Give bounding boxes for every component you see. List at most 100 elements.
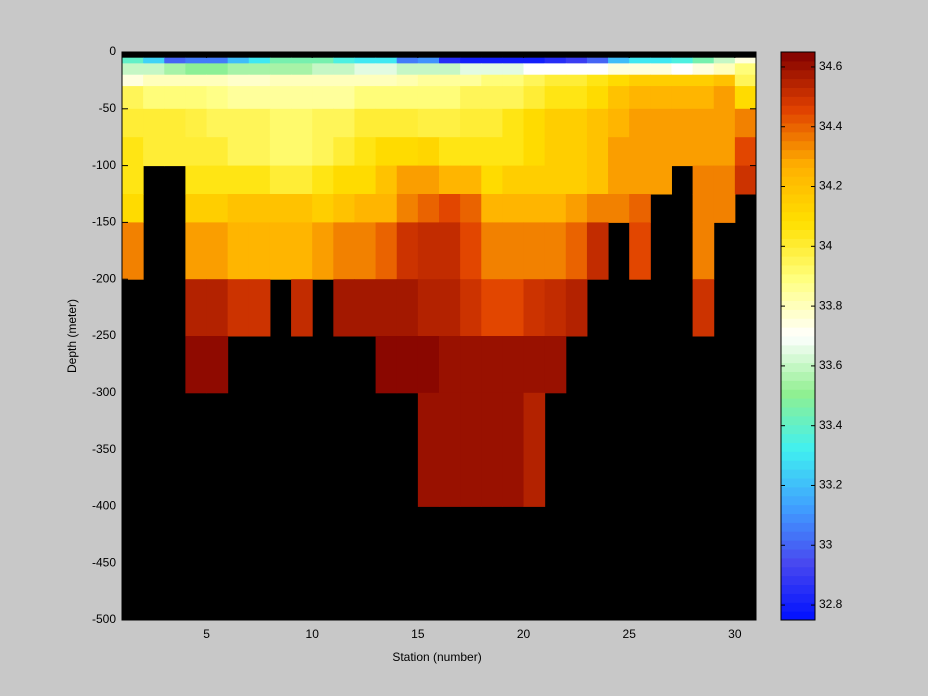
heat-cell — [248, 74, 271, 87]
heat-cell — [439, 108, 461, 138]
colorbar-step — [781, 478, 815, 488]
heat-cell — [354, 279, 377, 337]
colorbar-step — [781, 424, 815, 435]
heat-cell — [333, 222, 355, 280]
colorbar-tick-label: 33.4 — [819, 418, 843, 432]
heat-cell — [565, 74, 588, 87]
x-tick-label: 15 — [411, 627, 425, 641]
heat-cell — [523, 194, 546, 223]
heat-cell — [269, 222, 292, 280]
heat-cell — [671, 57, 694, 64]
heat-cell — [713, 194, 736, 223]
heat-cell — [375, 336, 398, 394]
heat-cell — [692, 63, 715, 76]
heat-cell — [269, 108, 292, 138]
heat-cell — [586, 63, 609, 76]
heat-cell — [164, 86, 186, 110]
heat-cell — [460, 74, 482, 87]
heat-cell — [185, 108, 208, 138]
heat-cell — [439, 392, 461, 507]
colorbar-step — [781, 407, 815, 417]
heat-cell — [206, 222, 229, 280]
heat-cell — [291, 222, 313, 280]
heat-cell — [565, 222, 588, 280]
heat-cell — [713, 165, 736, 195]
heat-cell — [333, 63, 355, 76]
heat-cell — [608, 137, 630, 167]
heat-cell — [333, 137, 355, 167]
heat-cell — [481, 336, 503, 394]
heat-cell — [713, 137, 736, 167]
colorbar-step — [781, 433, 815, 443]
heat-cell — [565, 63, 588, 76]
colorbar-tick-label: 34 — [819, 238, 833, 252]
colorbar-step — [781, 69, 815, 80]
heat-cell — [122, 194, 144, 223]
heat-cell — [650, 86, 672, 110]
colorbar-step — [781, 362, 815, 372]
heat-cell — [734, 165, 757, 195]
x-tick-label: 10 — [306, 627, 320, 641]
y-tick-label: -350 — [92, 442, 116, 456]
heat-cell — [333, 279, 355, 337]
heat-cell — [248, 57, 271, 64]
heat-cell — [460, 392, 482, 507]
heat-cell — [291, 57, 313, 64]
colorbar-step — [781, 327, 815, 337]
heat-cell — [269, 194, 292, 223]
heat-cell — [248, 108, 271, 138]
colorbar-tick-label: 33 — [819, 537, 833, 551]
heat-cell — [608, 74, 630, 87]
y-tick-label: -450 — [92, 555, 116, 569]
heat-cell — [333, 74, 355, 87]
x-tick-label: 20 — [517, 627, 531, 641]
heat-cell — [206, 63, 229, 76]
heat-cell — [248, 137, 271, 167]
heat-cell — [502, 137, 525, 167]
heat-cell — [354, 86, 377, 110]
colorbar-step — [781, 318, 815, 328]
heat-cell — [122, 222, 144, 280]
heat-cell — [185, 74, 208, 87]
heat-cell — [544, 108, 567, 138]
colorbar-step — [781, 247, 815, 257]
heat-cell — [586, 86, 609, 110]
heat-cell — [312, 222, 334, 280]
heat-cell — [460, 336, 482, 394]
heat-cell — [143, 74, 165, 87]
heat-cell — [523, 222, 546, 280]
heat-cell — [439, 57, 461, 64]
heat-cell — [227, 222, 250, 280]
heat-cell — [269, 165, 292, 195]
colorbar-step — [781, 185, 815, 195]
y-tick-label: -250 — [92, 328, 116, 342]
heat-cell — [375, 194, 398, 223]
heat-cell — [291, 194, 313, 223]
heat-cell — [164, 74, 186, 87]
heat-cell — [227, 74, 250, 87]
heat-cell — [312, 137, 334, 167]
colorbar-step — [781, 78, 815, 88]
colorbar-tick-label: 34.4 — [819, 119, 843, 133]
heat-cell — [122, 137, 144, 167]
heat-cell — [333, 86, 355, 110]
colorbar-step — [781, 549, 815, 559]
heat-cell — [460, 86, 482, 110]
colorbar-step — [781, 540, 815, 550]
heat-cell — [417, 63, 440, 76]
heat-cell — [143, 57, 165, 64]
heat-cell — [185, 194, 208, 223]
heat-cell — [206, 279, 229, 337]
colorbar-step — [781, 238, 815, 248]
heat-cell — [565, 86, 588, 110]
heat-cell — [143, 108, 165, 138]
colorbar-step — [781, 486, 815, 497]
colorbar-step — [781, 256, 815, 266]
heat-cell — [629, 74, 651, 87]
colorbar-step — [781, 105, 815, 115]
heat-cell — [671, 63, 694, 76]
heat-cell — [481, 57, 503, 64]
colorbar-step — [781, 522, 815, 532]
heat-cell — [185, 86, 208, 110]
heat-cell — [608, 57, 630, 64]
